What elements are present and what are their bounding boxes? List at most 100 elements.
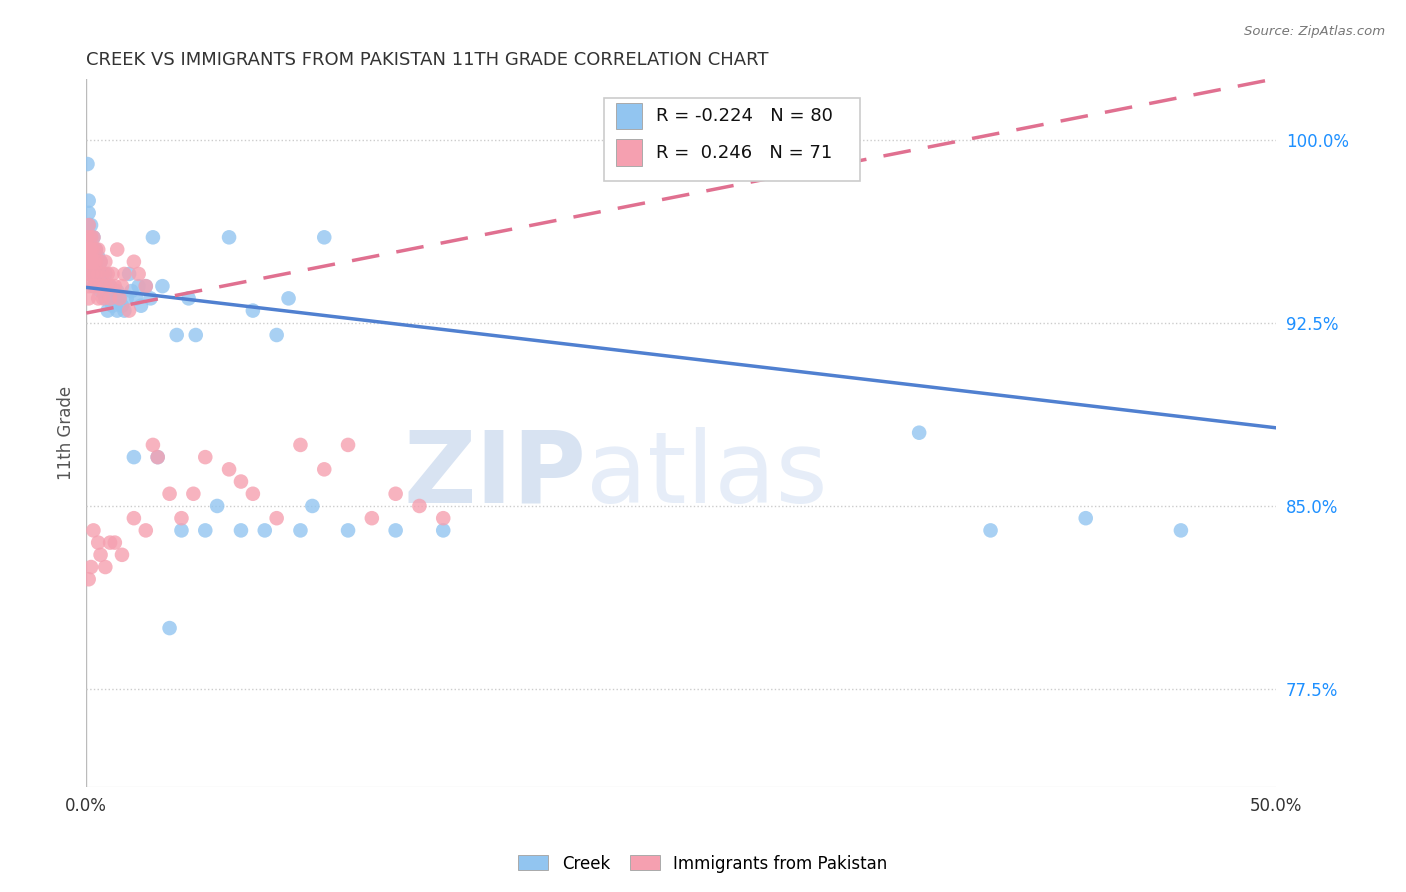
Point: [84, 279, 107, 293]
Point: [87, 279, 110, 293]
Point: [152, 279, 174, 293]
Text: R = -0.224   N = 80: R = -0.224 N = 80: [657, 107, 834, 125]
Point: [83, 267, 105, 281]
Point: [122, 511, 145, 525]
Point: [94, 267, 117, 281]
Point: [142, 230, 165, 244]
Point: [229, 475, 252, 489]
Point: [80, 254, 103, 268]
Point: [77, 267, 100, 281]
Point: [87, 243, 110, 257]
Point: [82, 243, 104, 257]
Point: [77, 194, 100, 208]
Point: [135, 279, 157, 293]
Point: [159, 621, 181, 635]
Point: [384, 524, 406, 538]
Point: [337, 438, 360, 452]
Point: [97, 279, 120, 293]
Point: [90, 279, 112, 293]
Point: [177, 292, 200, 306]
Point: [94, 560, 117, 574]
Point: [76, 230, 98, 244]
Point: [104, 292, 127, 306]
Point: [112, 303, 135, 318]
Point: [129, 299, 152, 313]
Point: [122, 254, 145, 268]
Point: [84, 254, 107, 268]
Point: [91, 267, 114, 281]
Point: [384, 487, 406, 501]
FancyBboxPatch shape: [616, 103, 643, 129]
Point: [91, 292, 114, 306]
Point: [77, 254, 100, 268]
Point: [266, 511, 288, 525]
Point: [80, 560, 103, 574]
Point: [128, 267, 150, 281]
FancyBboxPatch shape: [603, 98, 859, 181]
Point: [76, 230, 98, 244]
Text: Source: ZipAtlas.com: Source: ZipAtlas.com: [1244, 25, 1385, 38]
Point: [97, 303, 120, 318]
Point: [80, 243, 103, 257]
Point: [87, 267, 110, 281]
Legend: Creek, Immigrants from Pakistan: Creek, Immigrants from Pakistan: [512, 848, 894, 880]
Point: [82, 279, 104, 293]
Point: [277, 292, 299, 306]
Point: [115, 292, 138, 306]
Point: [108, 292, 131, 306]
Point: [170, 524, 193, 538]
Point: [77, 218, 100, 232]
Point: [82, 230, 104, 244]
Point: [135, 279, 157, 293]
Point: [266, 328, 288, 343]
Point: [166, 328, 188, 343]
Point: [77, 243, 100, 257]
Point: [170, 511, 193, 525]
Point: [98, 535, 121, 549]
Point: [337, 524, 360, 538]
Point: [90, 284, 112, 298]
Point: [87, 292, 110, 306]
Point: [80, 218, 103, 232]
Point: [122, 450, 145, 464]
Point: [139, 292, 162, 306]
Point: [77, 279, 100, 293]
Text: R =  0.246   N = 71: R = 0.246 N = 71: [657, 144, 832, 161]
Point: [82, 230, 104, 244]
Point: [94, 292, 117, 306]
Point: [101, 267, 124, 281]
Point: [229, 524, 252, 538]
Point: [112, 267, 135, 281]
Point: [84, 267, 107, 281]
Point: [290, 524, 312, 538]
Point: [908, 425, 931, 440]
Point: [242, 487, 264, 501]
Point: [84, 243, 107, 257]
Point: [77, 218, 100, 232]
Point: [432, 524, 454, 538]
Point: [194, 524, 217, 538]
Point: [111, 279, 134, 293]
Point: [77, 243, 100, 257]
Point: [77, 572, 100, 586]
Point: [128, 279, 150, 293]
Point: [104, 279, 127, 293]
Point: [1170, 524, 1192, 538]
Point: [82, 254, 104, 268]
Point: [121, 284, 143, 298]
Point: [146, 450, 169, 464]
Point: [79, 243, 101, 257]
Point: [82, 243, 104, 257]
Point: [77, 243, 100, 257]
Point: [108, 292, 131, 306]
Point: [80, 267, 103, 281]
Point: [104, 535, 127, 549]
Point: [90, 254, 112, 268]
Point: [1074, 511, 1097, 525]
Point: [82, 524, 104, 538]
Point: [97, 267, 120, 281]
Point: [82, 254, 104, 268]
Point: [105, 284, 128, 298]
Point: [82, 279, 104, 293]
Point: [118, 303, 141, 318]
